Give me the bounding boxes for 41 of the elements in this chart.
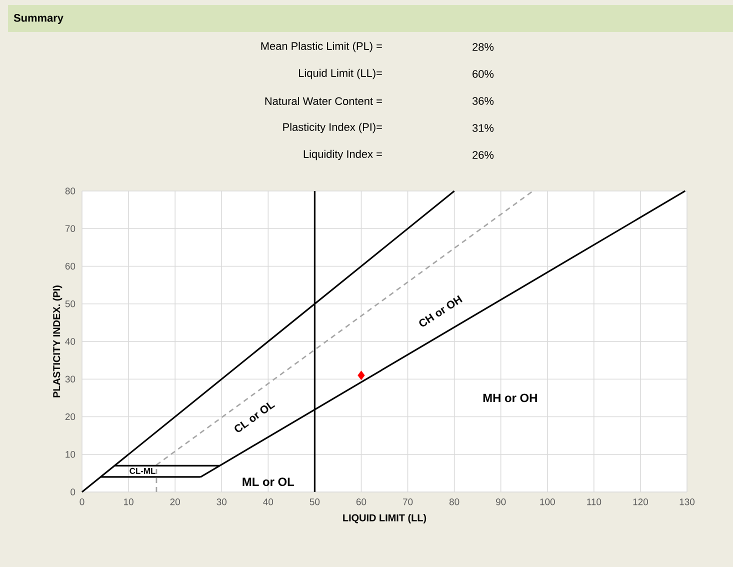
annotation: CL-ML [130,468,156,474]
y-tick-label: 60 [65,262,76,270]
y-tick-label: 30 [65,376,76,382]
y-axis-title: PLASTICITY INDEX. (PI) [52,286,62,398]
y-tick-label: 20 [65,413,76,420]
annotation: CL or OL [234,402,276,432]
text: 36% [472,97,494,105]
x-tick-label: 0 [80,498,84,506]
x-tick-label: 120 [633,498,648,506]
x-tick-label: 50 [310,498,320,506]
x-tick-label: 90 [496,498,506,506]
y-tick-label: 0 [70,488,76,496]
x-tick-label: 10 [124,498,134,506]
x-axis-title: LIQUID LIMIT (LL) [343,514,426,524]
x-tick-label: 30 [216,498,227,506]
x-tick-label: 110 [587,498,602,506]
x-tick-label: 100 [540,498,555,506]
y-tick-label: 50 [65,300,76,308]
chart-title: Summary [14,14,64,24]
annotation: ML or OL [242,478,294,486]
annotation: MH or OH [483,394,537,402]
text: 60% [472,70,494,78]
text: 31% [472,124,494,132]
x-tick-label: 70 [403,498,413,506]
annotation: CH or OH [419,295,462,326]
x-tick-label: 20 [170,498,180,506]
x-tick-label: 80 [449,498,460,506]
text: 26% [472,151,494,159]
y-tick-label: 80 [65,188,76,194]
y-tick-label: 40 [65,338,76,345]
x-tick-label: 130 [680,498,695,506]
text: Natural Water Content = [265,96,382,106]
text: Liquidity Index = [304,150,382,160]
y-tick-label: 70 [65,225,76,232]
y-tick-label: 10 [66,451,76,458]
text: Liquid Limit (LL)= [299,68,382,80]
text: Plasticity Index (PI)= [283,122,382,134]
x-tick-label: 40 [263,498,274,506]
text: Mean Plastic Limit (PL) = [261,42,382,52]
text: 28% [472,43,494,51]
x-tick-label: 60 [356,498,366,506]
